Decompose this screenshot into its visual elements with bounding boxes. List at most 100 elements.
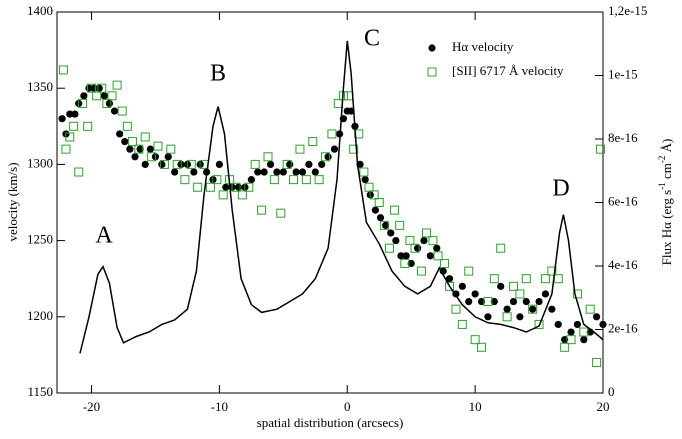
circle-point bbox=[567, 328, 575, 336]
square-point bbox=[159, 159, 169, 169]
circle-point bbox=[554, 320, 562, 329]
y2-label-part: Flux Hα (erg s bbox=[659, 190, 674, 266]
square-point bbox=[333, 98, 343, 108]
circle-point bbox=[465, 297, 473, 306]
square-point bbox=[122, 121, 132, 131]
square-point bbox=[572, 289, 582, 299]
square-point bbox=[166, 144, 176, 154]
y2-tick-label: 1,2e-15 bbox=[608, 3, 647, 18]
square-point bbox=[477, 342, 487, 352]
square-point bbox=[269, 175, 279, 185]
circle-point bbox=[420, 237, 428, 245]
circle-point bbox=[131, 153, 139, 161]
square-point bbox=[289, 175, 299, 185]
circle-point bbox=[407, 259, 415, 268]
circle-point bbox=[503, 305, 511, 313]
square-point bbox=[112, 80, 122, 90]
flux-line bbox=[79, 40, 604, 354]
square-point bbox=[451, 304, 461, 314]
square-point bbox=[528, 304, 538, 314]
y-tick-label: 1300 bbox=[27, 155, 53, 170]
circle-point bbox=[266, 160, 275, 168]
x-tick-label: -10 bbox=[211, 399, 228, 414]
circle-point bbox=[121, 137, 129, 146]
square-point bbox=[153, 141, 163, 151]
square-point bbox=[359, 167, 369, 177]
y2-axis-label: Flux Hα (erg s-1 cm-2 Å) bbox=[657, 139, 674, 266]
square-point bbox=[384, 243, 394, 253]
square-point bbox=[547, 266, 557, 276]
y2-tick-label: 6e-16 bbox=[608, 193, 638, 208]
circle-point bbox=[402, 252, 410, 260]
circle-point bbox=[71, 110, 79, 118]
circle-point bbox=[458, 282, 466, 290]
square-point bbox=[464, 266, 474, 276]
circle-point bbox=[305, 160, 313, 168]
circle-point bbox=[318, 160, 326, 168]
circle-point bbox=[529, 305, 537, 313]
y2-label-part: -2 bbox=[657, 156, 667, 164]
square-point bbox=[566, 335, 576, 345]
square-point bbox=[592, 358, 602, 368]
circle-point bbox=[298, 168, 307, 176]
square-point bbox=[540, 274, 550, 284]
x-tick-label: -20 bbox=[83, 399, 100, 414]
y-tick-label: 1400 bbox=[27, 3, 53, 18]
circle-point bbox=[95, 84, 103, 92]
square-point bbox=[92, 91, 102, 101]
square-point bbox=[83, 121, 93, 131]
square-point bbox=[553, 274, 563, 284]
circle-point bbox=[509, 297, 518, 306]
square-point bbox=[496, 243, 506, 253]
y-tick-label: 1200 bbox=[27, 308, 53, 323]
square-point bbox=[410, 243, 420, 253]
circle-point bbox=[573, 320, 582, 329]
square-point bbox=[416, 266, 426, 276]
square-point bbox=[585, 304, 595, 314]
circle-point bbox=[490, 297, 498, 306]
square-point bbox=[369, 190, 379, 200]
square-point bbox=[117, 106, 127, 116]
circle-point bbox=[599, 320, 607, 329]
x-tick-label: 20 bbox=[597, 399, 610, 414]
square-point bbox=[395, 220, 405, 230]
circle-point bbox=[387, 229, 395, 237]
y-tick-label: 1250 bbox=[27, 232, 53, 247]
y2-tick-label: 0 bbox=[608, 384, 615, 399]
square-point bbox=[180, 175, 190, 185]
square-point bbox=[422, 228, 432, 238]
circle-point bbox=[126, 145, 134, 153]
circle-point bbox=[548, 305, 556, 313]
square-point bbox=[428, 236, 438, 246]
square-point bbox=[193, 182, 203, 192]
circle-point bbox=[516, 313, 524, 321]
peak-annotation: C bbox=[364, 26, 380, 52]
circle-point bbox=[292, 168, 300, 176]
circle-point bbox=[273, 168, 281, 176]
square-point bbox=[314, 175, 324, 185]
square-point bbox=[140, 132, 150, 142]
square-point bbox=[295, 144, 305, 154]
legend-label: Hα velocity bbox=[452, 39, 514, 54]
square-point bbox=[231, 182, 241, 192]
circle-point bbox=[580, 336, 588, 344]
square-point bbox=[390, 205, 400, 215]
circle-point bbox=[58, 115, 66, 123]
square-point bbox=[349, 144, 359, 154]
circle-point bbox=[136, 145, 144, 153]
legend-marker bbox=[428, 44, 436, 52]
square-point bbox=[257, 205, 267, 215]
circle-point bbox=[279, 168, 287, 176]
square-point bbox=[579, 327, 589, 337]
square-point bbox=[61, 144, 71, 154]
square-point bbox=[263, 152, 273, 162]
circle-point bbox=[397, 252, 405, 260]
circle-point bbox=[433, 244, 441, 252]
x-tick-label: 0 bbox=[344, 399, 351, 414]
circle-point bbox=[146, 145, 154, 153]
circle-point bbox=[311, 168, 319, 176]
square-point bbox=[400, 258, 410, 268]
y-axis-label: velocity (km/s) bbox=[5, 162, 20, 241]
square-point bbox=[457, 319, 467, 329]
